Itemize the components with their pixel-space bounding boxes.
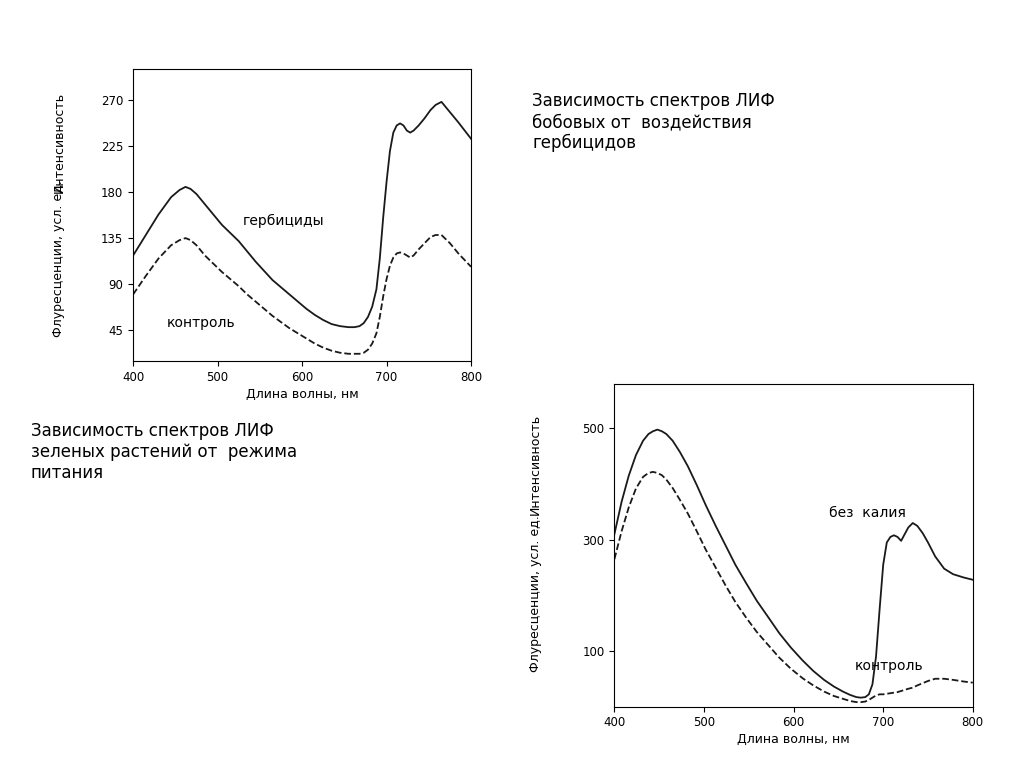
Text: без  калия: без калия <box>829 506 906 521</box>
Text: Зависимость спектров ЛИФ
бобовых от  воздействия
гербицидов: Зависимость спектров ЛИФ бобовых от возд… <box>532 92 775 152</box>
Text: Флуресценции, усл. ед.: Флуресценции, усл. ед. <box>52 180 66 337</box>
Text: Флуресценции, усл. ед.: Флуресценции, усл. ед. <box>529 515 542 672</box>
Text: Зависимость спектров ЛИФ
зеленых растений от  режима
питания: Зависимость спектров ЛИФ зеленых растени… <box>31 422 297 482</box>
Text: контроль: контроль <box>167 316 236 330</box>
Text: контроль: контроль <box>854 660 924 674</box>
X-axis label: Длина волны, нм: Длина волны, нм <box>246 388 358 401</box>
X-axis label: Длина волны, нм: Длина волны, нм <box>737 733 850 746</box>
Text: Интенсивность: Интенсивность <box>52 91 66 193</box>
Text: Интенсивность: Интенсивность <box>529 414 542 515</box>
Text: гербициды: гербициды <box>243 214 325 228</box>
